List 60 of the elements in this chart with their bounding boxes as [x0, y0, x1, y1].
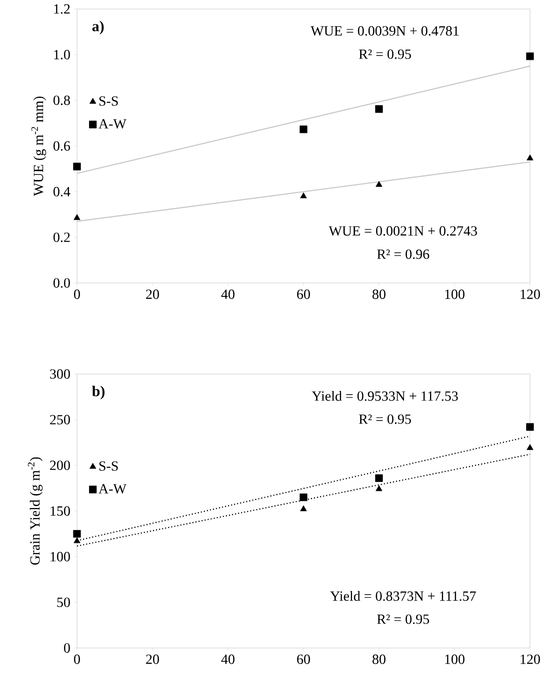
x-tick-label: 20 [146, 290, 159, 299]
y-tick-label: 0.8 [54, 96, 70, 106]
x-tick-label: 120 [520, 290, 540, 299]
point [526, 444, 534, 450]
annotation: Yield = 0.8373N + 111.57 [330, 590, 476, 601]
y-tick-label: 100 [50, 552, 70, 562]
x-tick-label: 0 [74, 654, 80, 664]
point [74, 214, 80, 220]
y-tick-label: 150 [50, 506, 70, 516]
x-tick-label: 80 [372, 290, 386, 299]
y-tick-label: 0.2 [54, 232, 70, 242]
y-tick-label: 200 [50, 460, 70, 470]
y-tick-label: 250 [50, 414, 70, 424]
text: b) [92, 386, 105, 400]
legend-label: S-S [99, 461, 118, 471]
y-tick-label: 0.6 [54, 141, 70, 151]
y-tick-label: 50 [57, 598, 70, 608]
point [74, 537, 80, 544]
legend-label: A-W [98, 484, 126, 494]
y-tick-label: 0.0 [54, 278, 70, 288]
annotation: WUE = 0.0039N + 0.4781 [310, 26, 459, 36]
y-tick-label: 1.2 [54, 4, 70, 14]
x-tick-label: 80 [372, 654, 386, 664]
annotation: R² = 0.95 [358, 49, 411, 59]
text: a) [92, 20, 104, 34]
y-tick-label: 0 [64, 643, 70, 653]
y-axis-title: WUE (g m$^{-2}$ mm) [31, 96, 46, 196]
x-tick-label: 100 [445, 654, 464, 664]
x-tick-label: 0 [74, 290, 80, 299]
point [300, 493, 308, 502]
point [300, 192, 307, 198]
point [526, 52, 534, 60]
x-tick-label: 120 [520, 654, 540, 664]
point [526, 423, 534, 431]
point [300, 126, 308, 134]
y-tick-label: 0.4 [54, 186, 70, 196]
x-tick-label: 20 [146, 654, 159, 664]
y-tick-label: 300 [50, 369, 70, 379]
point [375, 474, 383, 482]
point [73, 530, 81, 538]
point [300, 505, 307, 512]
x-tick-label: 60 [297, 290, 310, 299]
legend-label: A-W [98, 119, 126, 129]
x-tick-label: 60 [297, 654, 310, 664]
x-tick-label: 40 [221, 654, 234, 664]
annotation: R² = 0.95 [377, 614, 430, 624]
point [526, 154, 534, 160]
x-tick-label: 100 [445, 290, 464, 299]
annotation: Yield = 0.9533N + 117.53 [312, 390, 458, 401]
annotation: R² = 0.95 [358, 414, 411, 424]
annotation: R² = 0.96 [377, 249, 430, 259]
y-tick-label: 1.0 [54, 50, 70, 60]
legend-label: S-S [99, 96, 118, 106]
y-axis-title: Grain Yield (g m$^{-2}$) [28, 457, 43, 565]
x-tick-label: 40 [221, 290, 234, 299]
point [376, 181, 382, 187]
point [375, 105, 383, 113]
point [73, 162, 81, 170]
annotation: WUE = 0.0021N + 0.2743 [328, 226, 477, 236]
point [376, 485, 382, 492]
